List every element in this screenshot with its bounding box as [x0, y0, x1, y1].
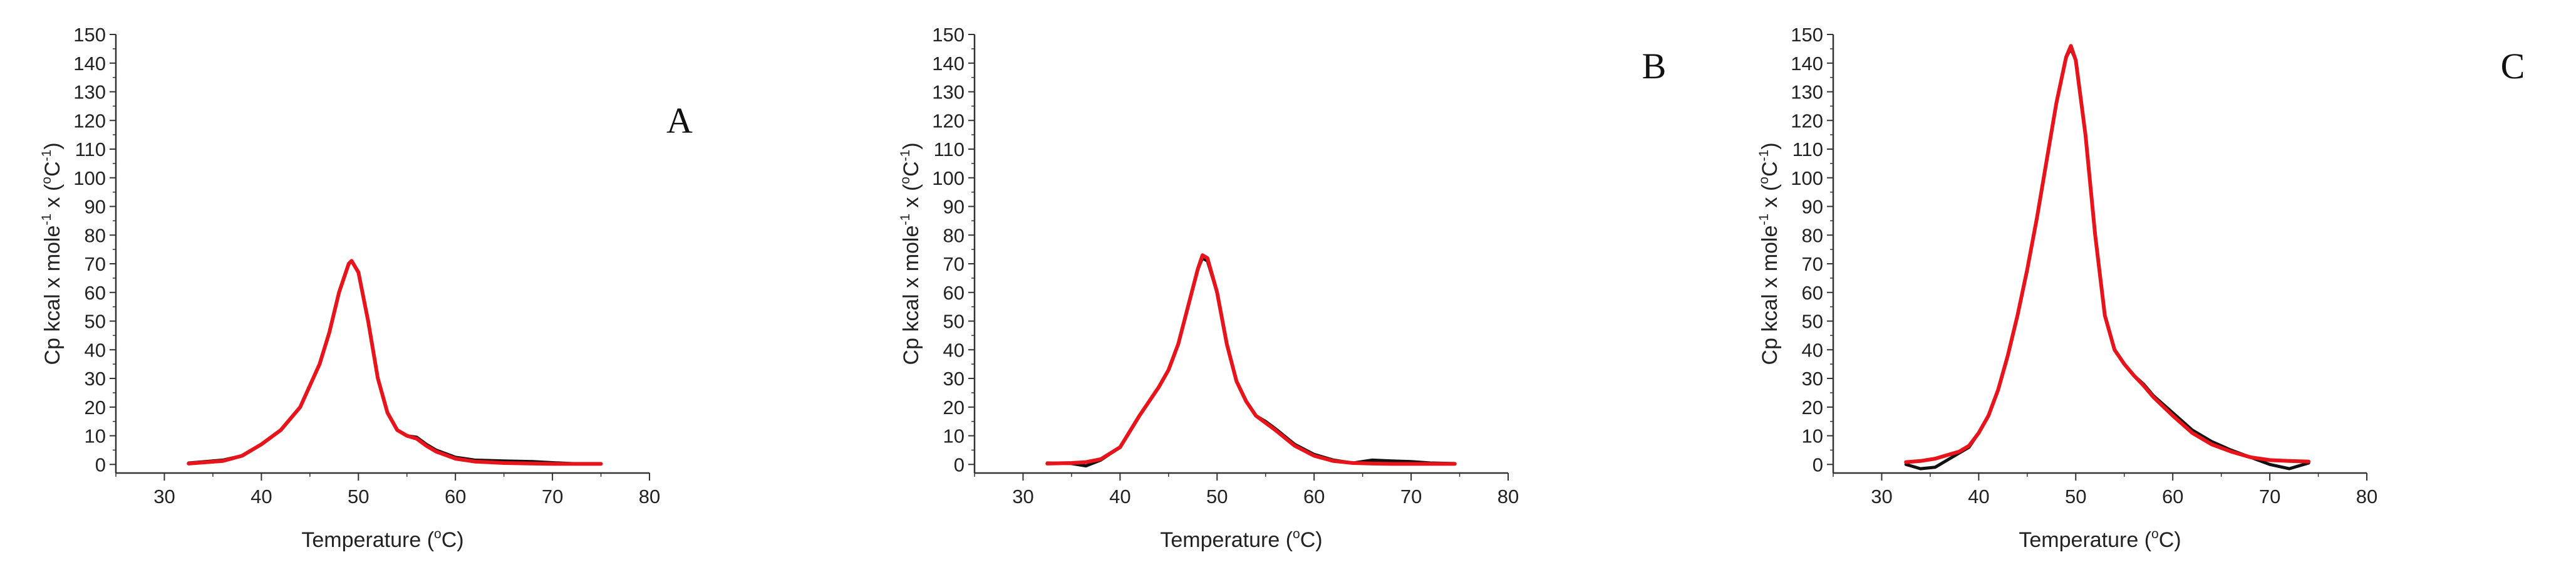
y-tick-label: 140 — [932, 53, 965, 75]
y-tick-label: 10 — [1802, 425, 1823, 447]
chart-svg: 0 10 20 30 40 50 60 70 80 90 100 110 120 130 140 150 30 4… — [39, 24, 693, 552]
panel-label: C — [2501, 46, 2525, 86]
data-curve — [1045, 256, 1457, 468]
panel-label: B — [1642, 46, 1667, 86]
y-tick-label: 60 — [85, 282, 106, 304]
x-tick-label: 80 — [2356, 486, 2377, 507]
x-axis-title: Temperature (oC) — [301, 527, 463, 552]
y-tick-label: 30 — [1802, 368, 1823, 390]
y-tick-label: 10 — [85, 425, 106, 447]
y-tick-label: 140 — [73, 53, 106, 75]
y-tick-label: 40 — [85, 339, 106, 361]
y-tick-label: 120 — [1791, 110, 1823, 132]
data-curve — [187, 259, 603, 466]
x-axis-title: Temperature (oC) — [2019, 527, 2181, 552]
y-tick-label: 130 — [73, 81, 106, 103]
x-axis-title: Temperature (oC) — [1160, 527, 1322, 552]
y-tick-label: 20 — [1802, 397, 1823, 419]
x-tick-label: 40 — [251, 486, 272, 507]
y-tick-label: 30 — [85, 368, 106, 390]
y-tick-label: 70 — [85, 253, 106, 275]
y-tick-label: 80 — [1802, 224, 1823, 246]
y-tick-label: 90 — [943, 196, 965, 218]
y-tick-label: 40 — [943, 339, 965, 361]
x-tick-label: 70 — [542, 486, 563, 507]
y-tick-label: 150 — [73, 24, 106, 46]
x-tick-label: 30 — [1871, 486, 1892, 507]
y-tick-label: 130 — [932, 81, 965, 103]
y-tick-label: 100 — [73, 167, 106, 189]
y-tick-label: 90 — [1802, 196, 1823, 218]
x-tick-label: 50 — [348, 486, 369, 507]
y-tick-label: 60 — [943, 282, 965, 304]
x-tick-label: 30 — [153, 486, 175, 507]
y-tick-label: 130 — [1791, 81, 1823, 103]
y-tick-label: 30 — [943, 368, 965, 390]
y-tick-label: 110 — [75, 138, 106, 160]
x-tick-label: 70 — [2259, 486, 2280, 507]
y-tick-label: 60 — [1802, 282, 1823, 304]
y-tick-label: 90 — [85, 196, 106, 218]
y-tick-label: 110 — [1792, 138, 1823, 160]
x-tick-label: 40 — [1968, 486, 1989, 507]
y-tick-label: 80 — [943, 224, 965, 246]
y-tick-label: 10 — [943, 425, 965, 447]
y-tick-label: 50 — [943, 311, 965, 333]
x-tick-label: 60 — [2162, 486, 2183, 507]
x-tick-label: 60 — [445, 486, 466, 507]
x-tick-label: 70 — [1400, 486, 1422, 507]
y-tick-label: 20 — [85, 397, 106, 419]
y-tick-label: 100 — [1791, 167, 1823, 189]
x-tick-label: 80 — [1497, 486, 1519, 507]
y-tick-label: 140 — [1791, 53, 1823, 75]
y-axis-title: Cp kcal x mole-1 x (oC-1) — [39, 142, 65, 365]
y-tick-label: 40 — [1802, 339, 1823, 361]
y-axis-title: Cp kcal x mole-1 x (oC-1) — [1757, 142, 1782, 365]
x-tick-label: 80 — [639, 486, 660, 507]
y-tick-label: 0 — [1813, 454, 1823, 476]
chart-panel-c: 0 10 20 30 40 50 60 70 80 90 100 110 120 130 140 150 30 4… — [1717, 0, 2576, 567]
y-tick-label: 80 — [85, 224, 106, 246]
y-tick-label: 50 — [1802, 311, 1823, 333]
y-axis-title: Cp kcal x mole-1 x (oC-1) — [898, 142, 923, 365]
y-tick-label: 100 — [932, 167, 965, 189]
data-curve — [1904, 47, 2310, 471]
y-tick-label: 70 — [1802, 253, 1823, 275]
y-tick-label: 0 — [95, 454, 106, 476]
fit-curve — [187, 259, 603, 466]
y-tick-label: 120 — [932, 110, 965, 132]
panel-label: A — [666, 100, 693, 141]
x-tick-label: 40 — [1109, 486, 1130, 507]
fit-curve — [1904, 44, 2311, 464]
chart-panel-b: 0 10 20 30 40 50 60 70 80 90 100 110 120 130 140 150 30 4… — [859, 0, 1717, 567]
x-tick-label: 60 — [1303, 486, 1325, 507]
y-tick-label: 120 — [73, 110, 106, 132]
chart-svg: 0 10 20 30 40 50 60 70 80 90 100 110 120 130 140 150 30 4… — [1757, 24, 2525, 552]
y-tick-label: 50 — [85, 311, 106, 333]
x-tick-label: 30 — [1012, 486, 1033, 507]
chart-svg: 0 10 20 30 40 50 60 70 80 90 100 110 120 130 140 150 30 4… — [898, 24, 1667, 552]
y-tick-label: 20 — [943, 397, 965, 419]
y-tick-label: 150 — [932, 24, 965, 46]
chart-panel-a: 0 10 20 30 40 50 60 70 80 90 100 110 120 130 140 150 30 4… — [0, 0, 859, 567]
y-tick-label: 0 — [954, 454, 965, 476]
y-tick-label: 150 — [1791, 24, 1823, 46]
y-tick-label: 110 — [934, 138, 965, 160]
fit-curve — [1045, 253, 1457, 466]
y-tick-label: 70 — [943, 253, 965, 275]
x-tick-label: 50 — [2065, 486, 2086, 507]
x-tick-label: 50 — [1206, 486, 1228, 507]
